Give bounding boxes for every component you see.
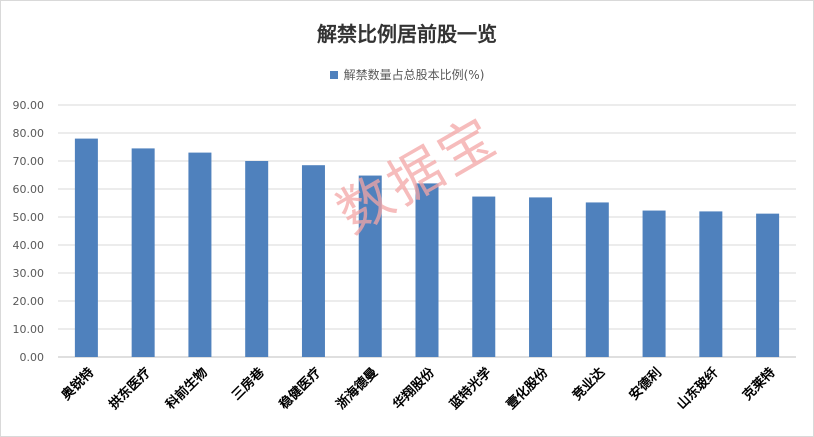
x-tick-label: 克莱特 [740, 365, 779, 404]
y-tick-label: 30.00 [13, 267, 45, 280]
x-tick-label: 壹化股份 [503, 364, 552, 413]
y-tick-label: 60.00 [13, 183, 45, 196]
bar [301, 165, 325, 357]
y-tick-label: 90.00 [13, 99, 45, 112]
legend-swatch [329, 70, 338, 79]
legend-label: 解禁数量占总股本比例(%) [343, 68, 485, 82]
y-tick-label: 50.00 [13, 211, 45, 224]
bar [585, 202, 609, 357]
chart-legend: 解禁数量占总股本比例(%) [0, 66, 814, 83]
bar [188, 152, 212, 357]
x-tick-label: 奥锐特 [58, 365, 97, 404]
y-tick-label: 10.00 [13, 323, 45, 336]
y-tick-label: 20.00 [13, 295, 45, 308]
x-tick-label: 华翔股份 [390, 364, 439, 413]
x-tick-label: 科前生物 [163, 365, 211, 413]
y-tick-label: 80.00 [13, 127, 45, 140]
x-tick-label: 拱东医疗 [106, 365, 154, 413]
x-tick-label: 稳健医疗 [276, 365, 324, 413]
y-tick-label: 70.00 [13, 155, 45, 168]
x-tick-label: 山东玻纤 [674, 365, 722, 413]
bar [699, 211, 723, 357]
x-tick-label: 浙海德曼 [333, 365, 381, 413]
x-tick-label: 竞业达 [569, 365, 608, 404]
y-tick-label: 40.00 [13, 239, 45, 252]
bar [358, 175, 382, 357]
bar [415, 183, 439, 357]
bar [529, 197, 553, 357]
bar [642, 210, 666, 357]
x-tick-label: 安德利 [626, 365, 665, 404]
bar [756, 213, 780, 357]
bar [245, 161, 269, 357]
bar [131, 148, 155, 357]
chart-title: 解禁比例居前股一览 [317, 22, 497, 46]
bar [472, 196, 496, 357]
x-tick-label: 三房巷 [229, 364, 269, 404]
x-tick-label: 蓝特光学 [447, 365, 495, 413]
bar [74, 138, 98, 357]
y-tick-label: 0.00 [20, 351, 45, 364]
